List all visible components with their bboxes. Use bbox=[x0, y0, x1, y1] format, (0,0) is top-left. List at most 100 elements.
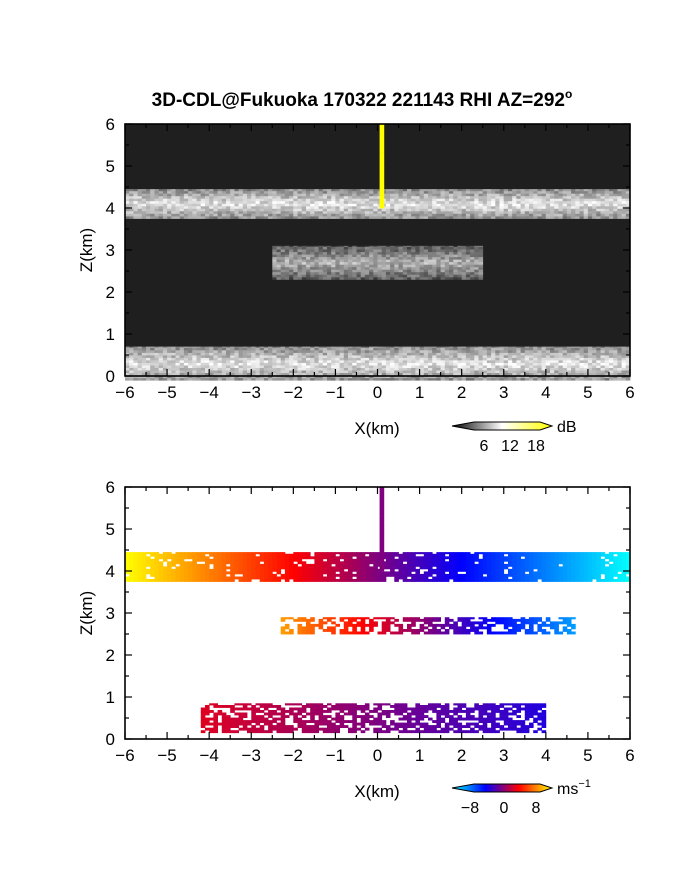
intensity-cell bbox=[125, 370, 130, 373]
velocity-cell bbox=[339, 568, 345, 572]
intensity-cell bbox=[306, 190, 311, 194]
velocity-cell bbox=[141, 576, 147, 580]
intensity-cell bbox=[306, 352, 311, 356]
velocity-cell bbox=[301, 573, 307, 577]
intensity-cell bbox=[411, 367, 416, 371]
intensity-cell bbox=[385, 346, 391, 348]
velocity-cell bbox=[200, 556, 206, 560]
intensity-cell bbox=[129, 205, 134, 209]
intensity-cell bbox=[423, 198, 429, 202]
velocity-cell bbox=[137, 553, 143, 557]
intensity-cell bbox=[558, 355, 564, 358]
intensity-cell bbox=[508, 208, 513, 212]
velocity-cell bbox=[482, 566, 488, 570]
intensity-cell bbox=[604, 189, 610, 192]
intensity-cell bbox=[276, 350, 282, 353]
intensity-cell bbox=[432, 346, 437, 348]
intensity-cell bbox=[141, 198, 147, 202]
intensity-cell bbox=[457, 370, 463, 373]
velocity-cell bbox=[449, 553, 454, 557]
velocity-cell bbox=[343, 558, 349, 562]
intensity-cell bbox=[545, 355, 551, 358]
velocity-cell bbox=[482, 563, 488, 567]
intensity-cell bbox=[604, 357, 610, 361]
intensity-cell bbox=[310, 200, 315, 204]
intensity-cell bbox=[470, 210, 475, 214]
intensity-cell bbox=[129, 367, 134, 371]
intensity-cell bbox=[213, 189, 218, 192]
intensity-cell bbox=[566, 367, 572, 371]
intensity-cell bbox=[600, 203, 606, 207]
intensity-cell bbox=[360, 189, 366, 192]
intensity-cell bbox=[444, 213, 450, 217]
intensity-cell bbox=[377, 377, 383, 381]
velocity-cell bbox=[356, 558, 362, 562]
intensity-cell bbox=[385, 254, 391, 258]
intensity-cell bbox=[583, 193, 589, 197]
intensity-cell bbox=[461, 266, 467, 270]
intensity-cell bbox=[327, 266, 332, 270]
velocity-cell bbox=[327, 558, 332, 562]
intensity-cell bbox=[167, 350, 172, 353]
intensity-cell bbox=[284, 210, 290, 214]
intensity-cell bbox=[398, 189, 404, 192]
intensity-cell bbox=[280, 200, 286, 204]
intensity-cell bbox=[339, 264, 345, 268]
velocity-cell bbox=[192, 553, 197, 557]
intensity-cell bbox=[230, 198, 235, 202]
intensity-cell bbox=[137, 365, 143, 368]
intensity-cell bbox=[482, 370, 488, 373]
intensity-cell bbox=[407, 377, 412, 381]
intensity-cell bbox=[230, 195, 235, 199]
intensity-cell bbox=[272, 372, 277, 376]
intensity-cell bbox=[356, 360, 362, 363]
intensity-cell bbox=[449, 193, 454, 197]
intensity-cell bbox=[268, 362, 273, 366]
intensity-cell bbox=[529, 350, 534, 353]
intensity-cell bbox=[318, 200, 324, 204]
velocity-cell bbox=[402, 566, 408, 570]
intensity-cell bbox=[167, 190, 172, 194]
intensity-cell bbox=[129, 216, 134, 219]
velocity-cell bbox=[213, 553, 218, 557]
intensity-cell bbox=[419, 276, 425, 280]
intensity-cell bbox=[482, 208, 488, 212]
intensity-cell bbox=[571, 377, 576, 381]
intensity-cell bbox=[192, 355, 197, 358]
intensity-cell bbox=[226, 195, 231, 199]
intensity-cell bbox=[255, 210, 261, 214]
velocity-cell bbox=[209, 573, 214, 577]
intensity-cell bbox=[133, 190, 138, 194]
intensity-cell bbox=[369, 259, 374, 263]
intensity-cell bbox=[461, 251, 467, 255]
intensity-cell bbox=[415, 350, 420, 353]
intensity-cell bbox=[537, 350, 542, 353]
intensity-cell bbox=[280, 189, 286, 192]
velocity-cell bbox=[390, 558, 395, 562]
intensity-cell bbox=[183, 370, 189, 373]
intensity-cell bbox=[263, 200, 269, 204]
intensity-cell bbox=[554, 203, 559, 207]
intensity-cell bbox=[306, 251, 311, 255]
velocity-cell bbox=[310, 568, 315, 572]
intensity-cell bbox=[449, 367, 454, 371]
intensity-cell bbox=[167, 189, 172, 192]
intensity-cell bbox=[284, 190, 290, 194]
intensity-cell bbox=[444, 216, 450, 219]
intensity-cell bbox=[284, 189, 290, 192]
intensity-cell bbox=[352, 213, 357, 217]
intensity-cell bbox=[432, 261, 437, 265]
intensity-cell bbox=[436, 261, 441, 265]
intensity-cell bbox=[465, 362, 471, 366]
intensity-cell bbox=[411, 346, 416, 348]
intensity-cell bbox=[289, 352, 294, 356]
intensity-cell bbox=[318, 346, 324, 348]
intensity-cell bbox=[495, 200, 500, 204]
intensity-cell bbox=[545, 189, 551, 192]
intensity-cell bbox=[306, 216, 311, 219]
intensity-cell bbox=[449, 251, 454, 255]
intensity-cell bbox=[310, 365, 315, 368]
intensity-cell bbox=[339, 246, 345, 250]
velocity-cell bbox=[394, 566, 399, 570]
velocity-cell bbox=[200, 568, 206, 572]
